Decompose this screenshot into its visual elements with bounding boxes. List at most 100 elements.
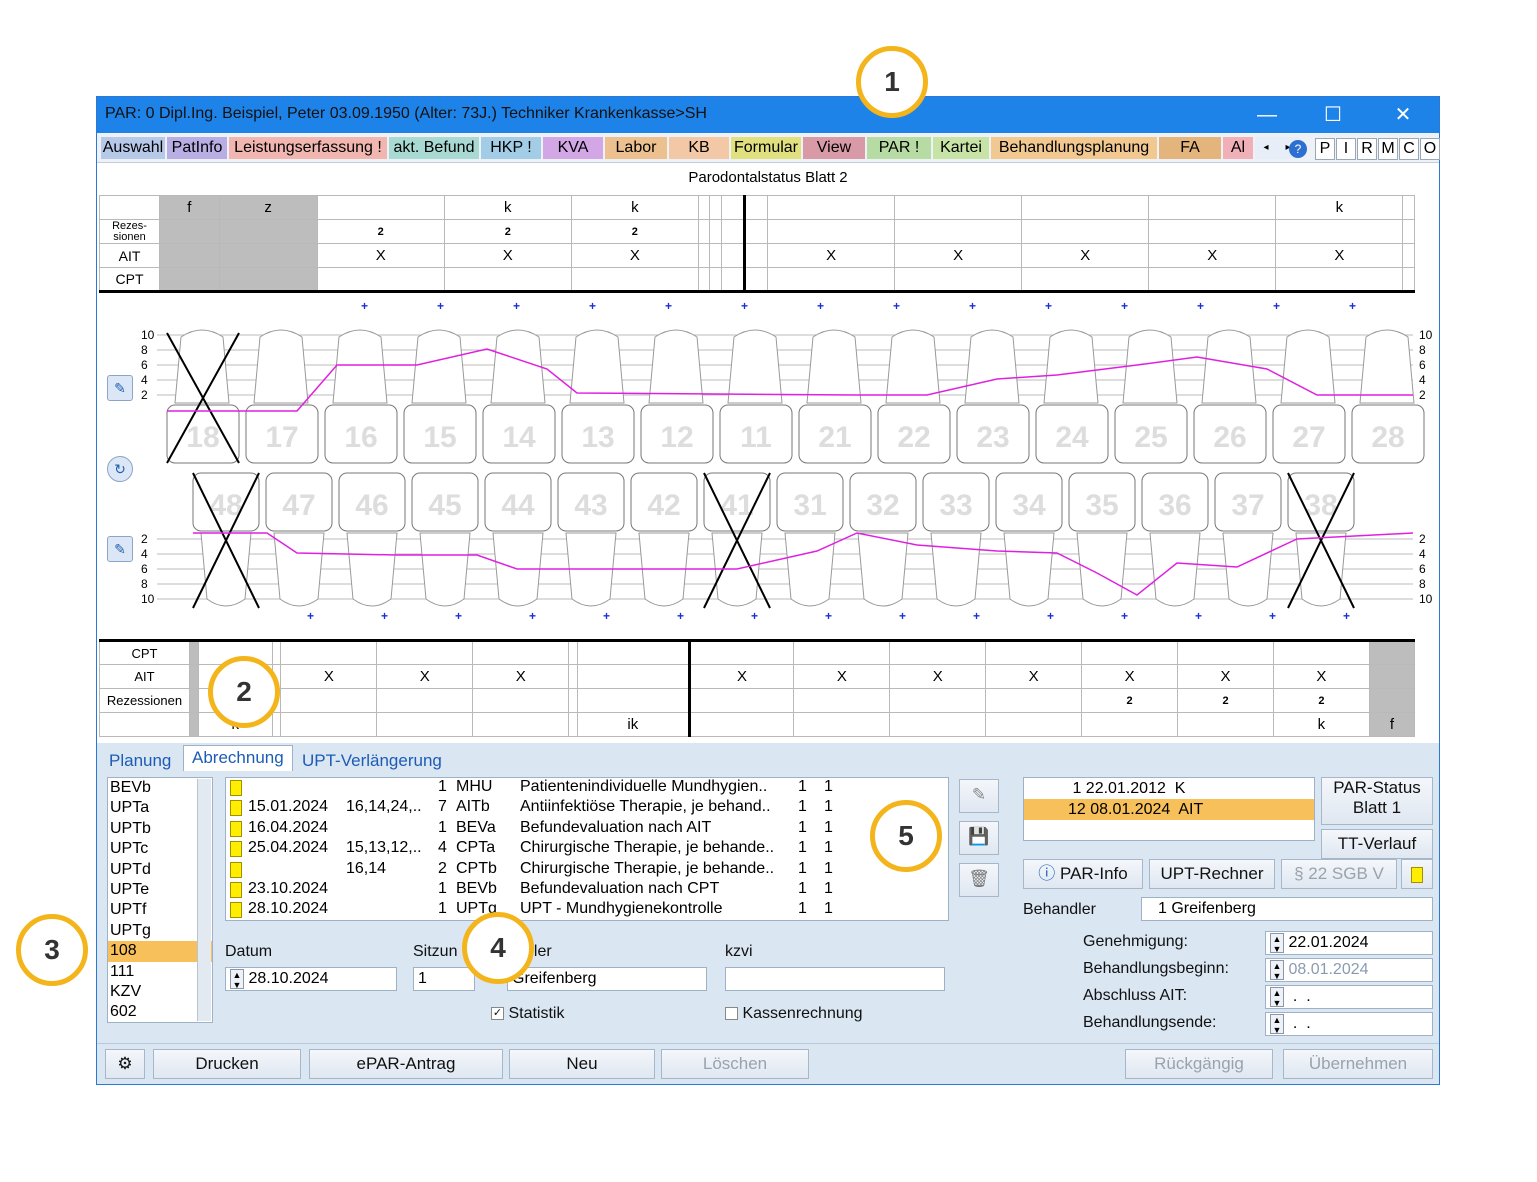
tooth-crown[interactable] [245, 404, 319, 464]
lower-cell[interactable] [889, 688, 987, 713]
minimize-button[interactable]: — [1257, 104, 1277, 126]
upper-cell[interactable] [1021, 219, 1150, 244]
pencil-icon[interactable]: ✎ [959, 779, 999, 813]
code-list-item[interactable]: 111 [110, 962, 135, 980]
lower-cell[interactable]: X [985, 664, 1083, 689]
lower-cell[interactable] [376, 712, 474, 737]
lower-cell[interactable] [1272, 640, 1370, 665]
tooth-crown[interactable] [324, 404, 398, 464]
upper-cell[interactable]: X [894, 243, 1023, 268]
lower-cell[interactable]: 2 [1177, 688, 1274, 713]
tt-verlauf-button[interactable]: TT-Verlauf [1321, 829, 1433, 859]
lower-cell[interactable] [189, 712, 199, 737]
tooth-crown[interactable] [776, 472, 844, 532]
code-list[interactable]: BEVb UPTa UPTb UPTc UPTd UPTe UPTf UPTg 108 111 KZ… [107, 777, 213, 1023]
upper-cell[interactable]: X [1148, 243, 1277, 268]
lower-cell[interactable] [189, 664, 199, 689]
tab-patinfo[interactable]: PatInfo [167, 137, 227, 159]
o-button[interactable]: O [1420, 138, 1440, 160]
behandler-select[interactable]: Greifenberg [507, 967, 707, 991]
lower-cell[interactable]: X [1081, 664, 1179, 689]
upper-cell[interactable] [218, 243, 318, 268]
rueckgaengig-button[interactable]: Rückgängig [1125, 1049, 1273, 1079]
tab-auswahl[interactable]: Auswahl [101, 137, 165, 159]
upper-cell[interactable] [1021, 267, 1150, 292]
lower-cell[interactable] [568, 688, 578, 713]
tab-par[interactable]: PAR ! [867, 137, 931, 159]
lower-cell[interactable] [376, 688, 474, 713]
lower-cell[interactable] [1368, 640, 1416, 665]
upper-cell[interactable] [1148, 267, 1277, 292]
tooth-crown[interactable] [1272, 404, 1346, 464]
r-button[interactable]: R [1357, 138, 1377, 160]
datum-field[interactable]: ▲ ▼ 28.10.2024 [225, 967, 397, 991]
rotate-icon[interactable]: ↻ [107, 456, 133, 482]
tooth-crown[interactable] [265, 472, 333, 532]
trash-icon[interactable]: 🗑 [959, 863, 999, 897]
lower-cell[interactable]: X [280, 664, 378, 689]
upper-cell[interactable] [316, 195, 445, 220]
upper-cell[interactable] [894, 195, 1023, 220]
lower-cell[interactable] [472, 640, 570, 665]
code-list-item[interactable]: 108 [108, 941, 212, 962]
lower-cell[interactable]: X [793, 664, 891, 689]
code-list-item[interactable]: UPTc [110, 840, 149, 858]
upper-cell[interactable]: 2 [443, 219, 572, 244]
loeschen-button[interactable]: Löschen [661, 1049, 809, 1079]
tab-abrechnung[interactable]: Abrechnung [183, 745, 293, 771]
entry-row[interactable]: 28.10.2024 1 UPTg UPT - Mundhygienekontroll… [226, 900, 948, 920]
lower-cell[interactable] [472, 712, 570, 737]
upper-cell[interactable]: k [443, 195, 572, 220]
spinner-icon[interactable]: ▲ ▼ [1270, 986, 1284, 1008]
tooth-crown[interactable] [877, 404, 951, 464]
lower-cell[interactable] [568, 712, 578, 737]
tab-kb[interactable]: KB [669, 137, 729, 159]
entry-row[interactable]: 1 MHU Patientenindividuelle Mundhygien.. 1 1 [226, 778, 948, 798]
lower-cell[interactable] [376, 640, 474, 665]
maximize-button[interactable]: ☐ [1324, 104, 1342, 126]
code-list-item[interactable]: UPTb [110, 819, 151, 837]
lower-cell[interactable] [1081, 712, 1179, 737]
upper-cell[interactable] [697, 243, 711, 268]
i-button[interactable]: I [1336, 138, 1356, 160]
tab-planung[interactable]: Planung [109, 751, 172, 770]
lower-cell[interactable] [1368, 688, 1416, 713]
upper-cell[interactable] [218, 267, 318, 292]
upper-cell[interactable] [570, 267, 699, 292]
entries-list[interactable]: 1 MHU Patientenindividuelle Mundhygien.. 1 1… [225, 777, 949, 921]
tooth-crown[interactable] [798, 404, 872, 464]
entry-row[interactable]: 23.10.2024 1 BEVb Befundevaluation nach CPT… [226, 880, 948, 900]
upper-cell[interactable] [709, 267, 722, 292]
lower-cell[interactable] [985, 640, 1083, 665]
upper-cell[interactable] [1021, 195, 1150, 220]
upper-cell[interactable] [1402, 195, 1415, 220]
upper-cell[interactable]: 2 [316, 219, 445, 244]
lower-cell[interactable]: 2 [1081, 688, 1179, 713]
upper-cell[interactable] [443, 267, 572, 292]
code-list-item[interactable]: KZV [110, 983, 142, 1001]
uebernehmen-button[interactable]: Übernehmen [1283, 1049, 1433, 1079]
edit-lower-icon[interactable]: ✎ [107, 536, 133, 562]
par-info-button[interactable]: ⓘ PAR-Info [1023, 859, 1143, 889]
sitzung-field[interactable]: 1 [413, 967, 475, 991]
tab-view[interactable]: View [803, 137, 865, 159]
par-status-list[interactable]: 1 22.01.2012 K 12 08.01.2024 AIT [1023, 777, 1315, 841]
lower-cell[interactable] [889, 712, 987, 737]
tab-kva[interactable]: KVA [543, 137, 603, 159]
upper-cell[interactable]: k [570, 195, 699, 220]
lower-cell[interactable] [793, 640, 891, 665]
code-list-item[interactable]: UPTf [110, 901, 147, 919]
tab-formular[interactable]: Formular [731, 137, 801, 159]
tab-fa[interactable]: FA [1159, 137, 1221, 159]
upper-cell[interactable] [894, 267, 1023, 292]
tooth-crown[interactable] [192, 472, 260, 532]
upper-cell[interactable] [767, 195, 896, 220]
lower-cell[interactable] [793, 688, 891, 713]
epar-antrag-button[interactable]: ePAR-Antrag [309, 1049, 503, 1079]
lower-cell[interactable] [985, 712, 1083, 737]
lower-cell[interactable]: X [376, 664, 474, 689]
m-button[interactable]: M [1378, 138, 1398, 160]
lower-cell[interactable]: X [1272, 664, 1370, 689]
date-field[interactable]: ▲ ▼ 08.01.2024 [1265, 958, 1433, 982]
upper-cell[interactable]: k [1275, 195, 1404, 220]
